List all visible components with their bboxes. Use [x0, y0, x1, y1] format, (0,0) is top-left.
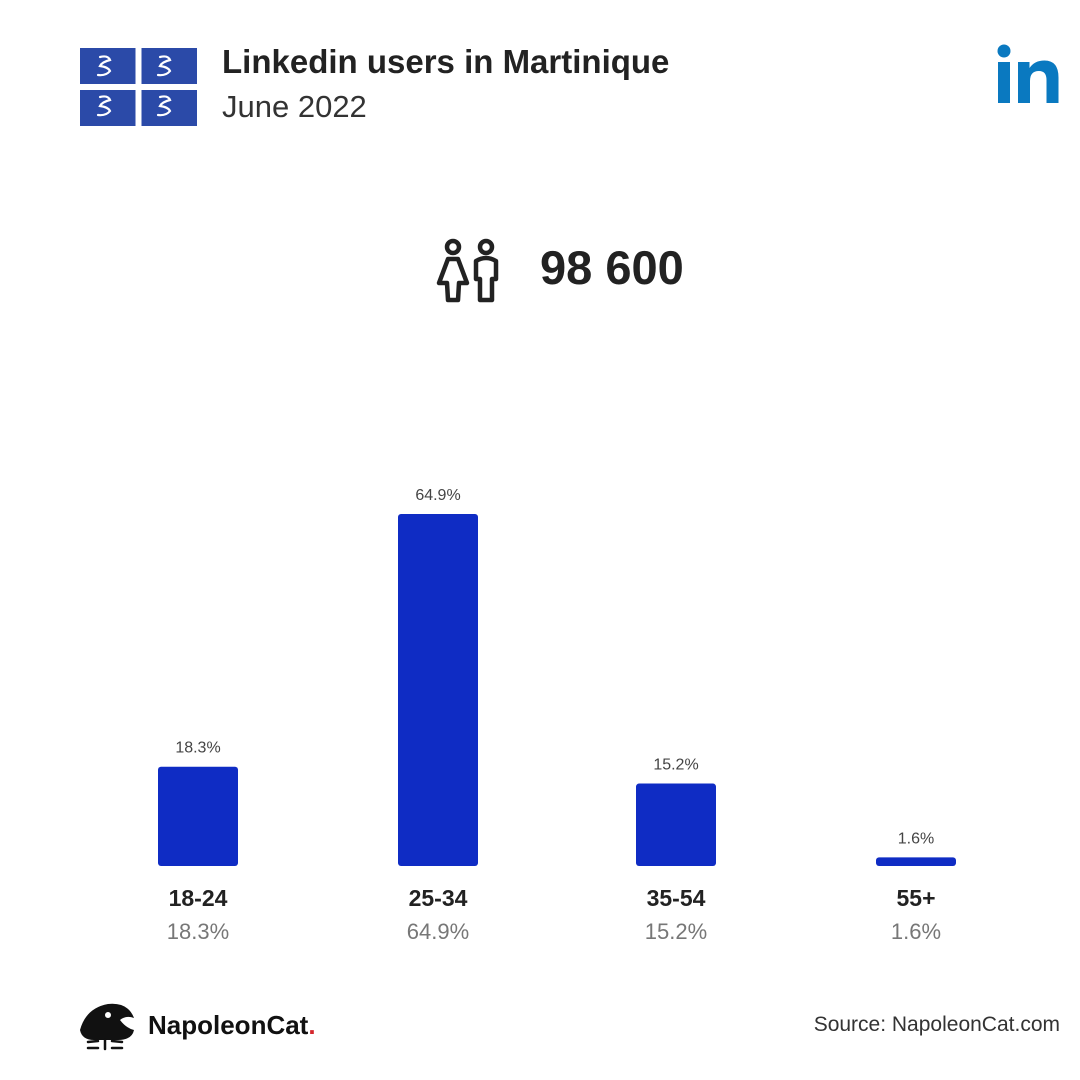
source-text: Source: NapoleonCat.com	[813, 1013, 1060, 1036]
bar-value-label: 15.2%	[653, 757, 698, 774]
bar-35-54	[636, 783, 716, 866]
bar-value-label: 18.3%	[175, 740, 220, 757]
linkedin-logo-icon	[997, 44, 1059, 103]
category-percent-label: 15.2%	[645, 919, 707, 944]
martinique-flag-icon	[80, 48, 197, 126]
bar-18-24	[158, 766, 238, 866]
bar-value-label: 1.6%	[898, 830, 934, 847]
bar-55+	[876, 857, 956, 866]
category-percent-label: 18.3%	[167, 919, 229, 944]
bar-value-label: 64.9%	[415, 487, 460, 504]
category-percent-label: 1.6%	[891, 919, 941, 944]
users-icon	[436, 238, 499, 303]
chart-title: Linkedin users in Martinique	[222, 43, 670, 80]
category-label: 55+	[896, 885, 935, 911]
chart-subtitle: June 2022	[222, 89, 367, 124]
total-users-value: 98 600	[540, 241, 684, 294]
category-label: 35-54	[647, 885, 706, 911]
brand-name: NapoleonCat.	[148, 1010, 316, 1040]
category-percent-label: 64.9%	[407, 919, 469, 944]
category-label: 18-24	[169, 885, 228, 911]
bar-25-34	[398, 514, 478, 866]
napoleoncat-logo-icon	[80, 1003, 134, 1051]
category-label: 25-34	[409, 885, 468, 911]
